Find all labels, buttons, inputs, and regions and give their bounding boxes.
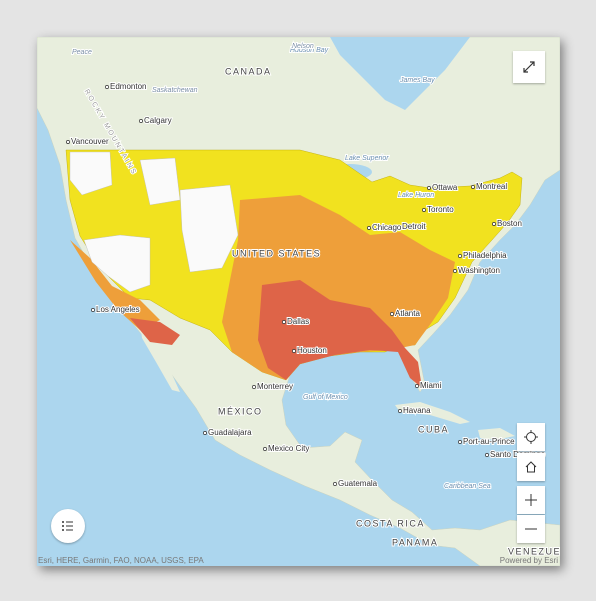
city-label: Guatemala [338,479,378,488]
city-marker [422,208,426,212]
region-white [69,151,113,196]
city-marker [458,254,462,258]
city-marker [333,482,337,486]
feature-label: Peace [72,49,92,56]
city-label: Montreal [476,182,507,191]
region-white [139,157,181,206]
city-marker [485,453,489,457]
city-marker [471,185,475,189]
locate-icon [524,430,538,444]
city-label: Dallas [287,317,309,326]
city-marker [66,140,70,144]
city-label: Havana [403,406,431,415]
city-marker [427,186,431,190]
plus-icon [525,494,537,506]
country-label: CANADA [225,66,272,76]
water-label: Hudson Bay [290,47,329,54]
baja [140,322,180,392]
zoom-in-button[interactable] [517,486,545,514]
city-label: Los Angeles [96,305,140,314]
city-label: Chicago [372,223,402,232]
legend-button[interactable] [51,509,85,543]
city-marker [458,440,462,444]
city-marker [390,312,394,316]
city-label: Guadalajara [208,428,252,437]
water-label: Lake Superior [345,155,389,162]
zoom-out-button[interactable] [517,515,545,543]
city-label: Mexico City [268,444,309,453]
region-white [179,184,239,273]
city-marker [252,385,256,389]
city-marker [398,409,402,413]
region-red-sw [130,318,180,345]
city-marker [367,226,371,230]
city-label: Washington [458,266,500,275]
home-icon [525,461,537,473]
water-label: James Bay [399,77,435,84]
region-white [83,234,151,293]
city-label: Vancouver [71,137,109,146]
city-marker [203,431,207,435]
minus-icon [525,528,537,530]
city-label: Atlanta [395,309,420,318]
city-marker [397,225,401,229]
city-label: Ottawa [432,183,458,192]
city-marker [415,384,419,388]
cuba [395,402,470,424]
locate-button[interactable] [517,423,545,451]
country-label: MÉXICO [218,406,263,416]
country-label: PANAMA [392,537,438,547]
region-red [258,280,422,388]
city-label: Boston [497,219,522,228]
city-label: Detroit [402,222,426,231]
expand-icon [523,61,535,73]
map-view[interactable]: CANADA UNITED STATES MÉXICO CUBA COSTA RICA P… [37,37,560,566]
city-marker [282,320,286,324]
city-marker [105,85,109,89]
city-label: Edmonton [110,82,146,91]
city-label: Port-au-Prince [463,437,515,446]
city-label: Calgary [144,116,172,125]
city-marker [453,269,457,273]
hudson-bay [330,37,470,110]
home-button[interactable] [517,453,545,481]
city-label: Toronto [427,205,454,214]
hispaniola [478,428,515,440]
city-label: Philadelphia [463,251,507,260]
water-label: Gulf of Mexico [303,394,348,401]
city-label: Houston [297,346,327,355]
city-marker [292,349,296,353]
country-label: CUBA [418,424,449,434]
fullscreen-button[interactable] [513,51,545,83]
list-icon [62,521,73,531]
country-label: UNITED STATES [232,248,321,258]
water-label: Lake Huron [398,192,434,199]
attribution: Esri, HERE, Garmin, FAO, NOAA, USGS, EPA [38,556,204,565]
city-label: Miami [420,381,442,390]
water-label: Caribbean Sea [444,483,491,490]
city-label: Monterrey [257,382,293,391]
map-canvas[interactable]: CANADA UNITED STATES MÉXICO CUBA COSTA RICA P… [37,37,560,566]
city-marker [139,119,143,123]
country-label: COSTA RICA [356,518,425,528]
feature-label: Saskatchewan [152,87,198,94]
city-marker [263,447,267,451]
feature-label: Nelson [292,43,314,50]
city-marker [492,222,496,226]
powered-by[interactable]: Powered by Esri [499,556,558,565]
city-marker [91,308,95,312]
country-label: VENEZUELA [508,546,560,556]
